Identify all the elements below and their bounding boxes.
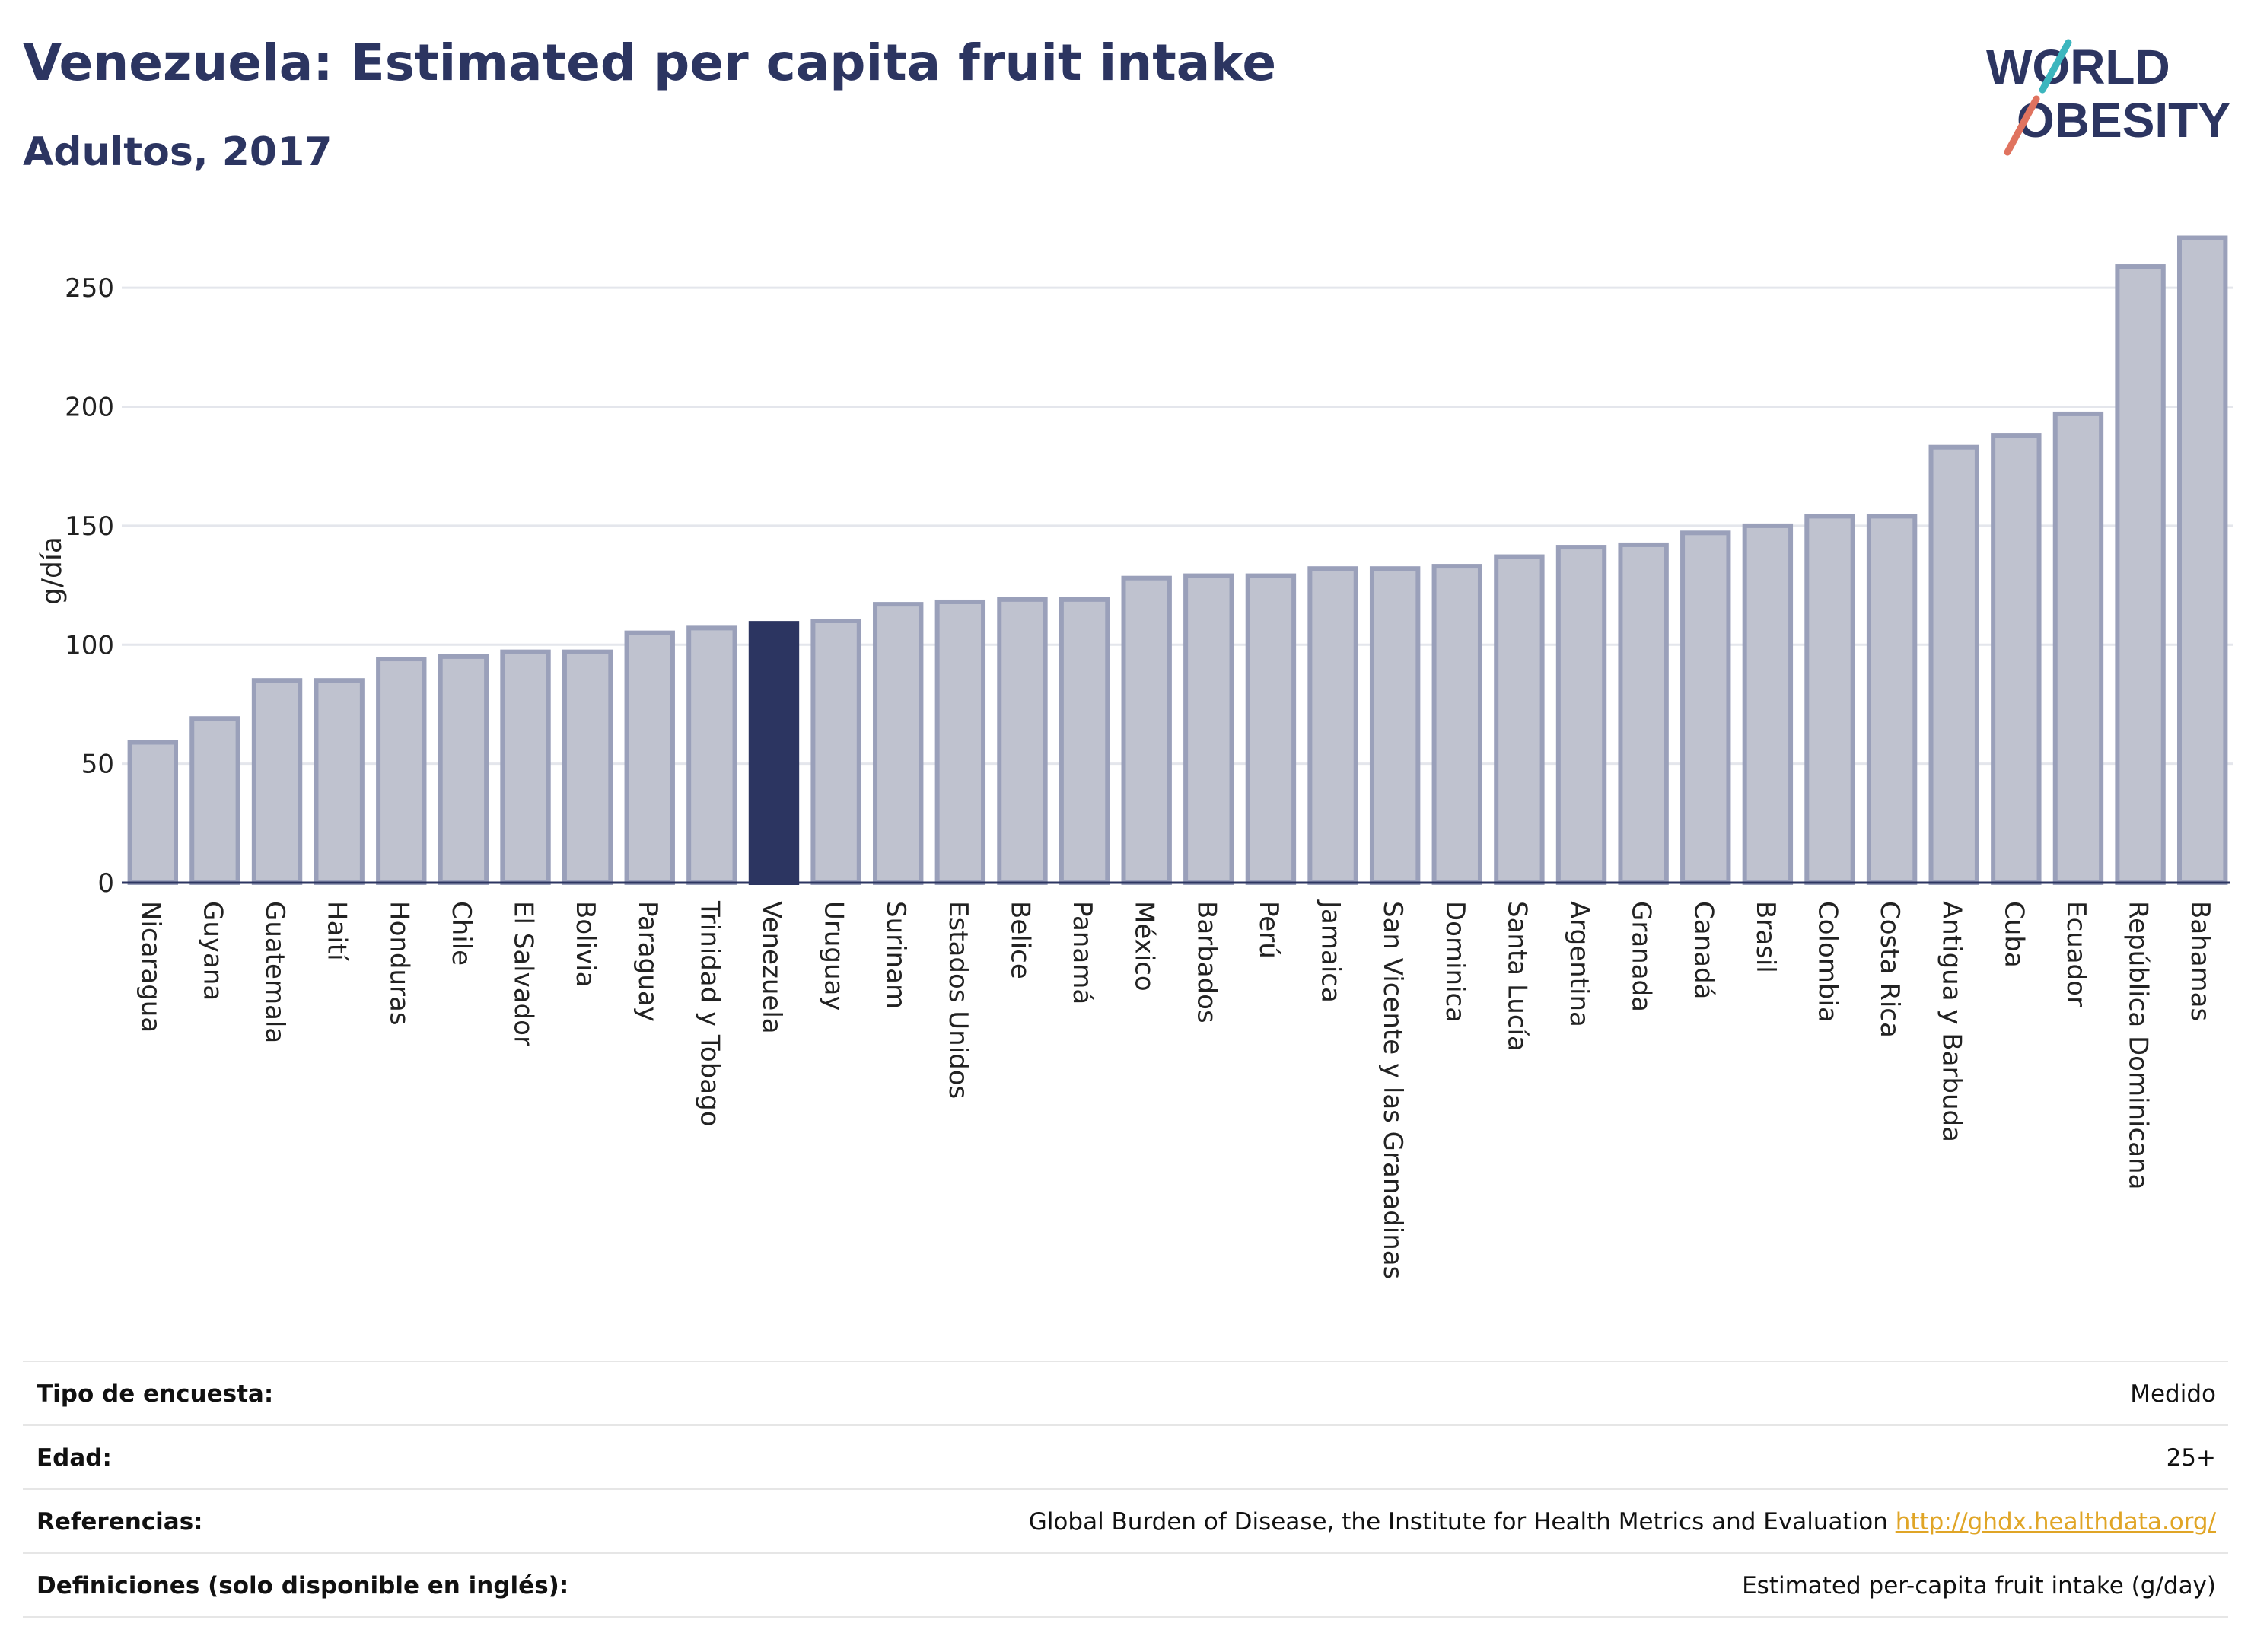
reference-link[interactable]: http://ghdx.healthdata.org/: [1895, 1508, 2216, 1536]
bar-argentina: [1555, 545, 1607, 886]
bar-honduras: [376, 657, 427, 885]
y-tick-label: 150: [65, 511, 114, 542]
bar-méxico: [1121, 575, 1172, 886]
bar-paraguay: [624, 630, 675, 885]
y-tick-label: 100: [65, 630, 114, 660]
bars: [127, 235, 2228, 886]
x-tick-label: Barbados: [1191, 901, 1221, 1023]
info-value: 25+: [2166, 1444, 2216, 1472]
x-tick-label: Guyana: [197, 901, 228, 1001]
world-obesity-logo: WORLD OBESITY: [1986, 39, 2230, 156]
x-tick-label: Venezuela: [756, 901, 787, 1034]
x-tick-label: Dominica: [1440, 901, 1470, 1023]
info-value: Estimated per-capita fruit intake (g/day…: [1742, 1572, 2216, 1599]
bar-guyana: [189, 716, 240, 886]
x-tick-label: Jamaica: [1316, 899, 1346, 1003]
x-axis-ticks: Nicaragua Guyana Guatemala Haití Honduras Chi…: [135, 899, 2215, 1279]
x-tick-label: Brasil: [1750, 901, 1781, 973]
bar-perú: [1245, 573, 1297, 886]
bar-barbados: [1183, 573, 1234, 886]
x-tick-label: Belice: [1005, 901, 1035, 979]
info-value: Medido: [2130, 1380, 2216, 1408]
x-tick-label: Santa Lucía: [1501, 901, 1532, 1052]
y-tick-label: 0: [97, 868, 114, 899]
bar-granada: [1618, 542, 1669, 885]
x-tick-label: El Salvador: [508, 901, 539, 1046]
bar-antigua-y-barbuda: [1928, 444, 1979, 885]
bar-uruguay: [810, 619, 861, 885]
x-tick-label: Bahamas: [2185, 901, 2215, 1021]
x-tick-label: Panamá: [1067, 901, 1097, 1004]
info-label: Edad:: [37, 1444, 112, 1472]
x-tick-label: Cuba: [1998, 901, 2029, 968]
y-axis-ticks: 0 50 100 150 200 250: [65, 273, 114, 899]
logo-line1: WORLD: [1986, 40, 2170, 94]
x-tick-label: Antigua y Barbuda: [1937, 901, 1967, 1142]
bar-jamaica: [1307, 566, 1358, 885]
bar-bolivia: [562, 649, 613, 885]
bar-república-dominicana: [2115, 264, 2166, 885]
x-tick-label: Ecuador: [2061, 901, 2091, 1007]
bar-surinam: [873, 602, 924, 885]
info-value: Global Burden of Disease, the Institute …: [1028, 1508, 2216, 1536]
info-label: Tipo de encuesta:: [37, 1380, 274, 1408]
info-row: Edad: 25+: [23, 1424, 2228, 1488]
x-tick-label: Colombia: [1812, 901, 1842, 1023]
x-tick-label: Trinidad y Tobago: [694, 900, 724, 1127]
x-tick-label: Paraguay: [632, 901, 663, 1022]
bar-belice: [997, 597, 1048, 885]
bar-trinidad-y-tobago: [686, 625, 737, 886]
x-tick-label: San Vicente y las Granadinas: [1377, 901, 1408, 1279]
bar-guatemala: [251, 678, 303, 885]
info-label: Definiciones (solo disponible en inglés)…: [37, 1572, 569, 1599]
bar-nicaragua: [127, 740, 179, 885]
bar-dominica: [1431, 564, 1482, 886]
chart-subtitle: Adultos, 2017: [23, 129, 333, 175]
x-tick-label: Haití: [322, 901, 352, 962]
x-tick-label: Honduras: [384, 901, 414, 1026]
bar-venezuela: [748, 621, 800, 885]
x-tick-label: Surinam: [880, 901, 911, 1009]
x-tick-label: República Dominicana: [2123, 901, 2154, 1189]
bar-bahamas: [2176, 235, 2228, 885]
info-row: Definiciones (solo disponible en inglés)…: [23, 1552, 2228, 1618]
bar-costa-rica: [1866, 514, 1918, 886]
bar-santa-lucía: [1494, 554, 1545, 886]
x-tick-label: Canadá: [1688, 901, 1718, 999]
x-tick-label: Chile: [446, 901, 476, 966]
bar-canadá: [1680, 530, 1731, 885]
bar-estados-unidos: [934, 599, 986, 885]
bar-el-salvador: [500, 649, 551, 885]
logo-line2: OBESITY: [2017, 93, 2230, 148]
x-tick-label: Estados Unidos: [943, 901, 973, 1099]
bar-chile: [438, 654, 489, 886]
bar-cuba: [1991, 433, 2042, 885]
y-tick-label: 250: [65, 273, 114, 304]
y-axis-label: g/día: [37, 536, 68, 605]
x-tick-label: México: [1129, 901, 1160, 992]
info-label: Referencias:: [37, 1508, 203, 1536]
bar-haití: [314, 678, 365, 885]
x-tick-label: Argentina: [1564, 901, 1594, 1027]
bar-colombia: [1804, 514, 1855, 886]
x-tick-label: Uruguay: [819, 901, 849, 1011]
x-tick-label: Nicaragua: [135, 901, 166, 1033]
y-tick-label: 50: [81, 750, 114, 780]
info-row: Referencias: Global Burden of Disease, th…: [23, 1488, 2228, 1552]
bar-ecuador: [2052, 411, 2104, 885]
bar-brasil: [1742, 523, 1794, 886]
bar-panamá: [1059, 597, 1110, 885]
x-tick-label: Guatemala: [259, 901, 290, 1043]
bar-chart: 0 50 100 150 200 250 Nicaragua Guyana Guatemala…: [37, 235, 2233, 1279]
info-row: Tipo de encuesta: Medido: [23, 1361, 2228, 1424]
x-tick-label: Costa Rica: [1874, 901, 1905, 1038]
x-tick-label: Bolivia: [570, 901, 600, 987]
bar-san-vicente-y-las-granadinas: [1369, 566, 1421, 885]
y-tick-label: 200: [65, 393, 114, 423]
info-table: Tipo de encuesta: Medido Edad: 25+ Referenci…: [23, 1361, 2228, 1618]
x-tick-label: Granada: [1626, 901, 1657, 1012]
x-tick-label: Perú: [1253, 901, 1284, 959]
chart-title: Venezuela: Estimated per capita fruit in…: [23, 33, 1277, 92]
